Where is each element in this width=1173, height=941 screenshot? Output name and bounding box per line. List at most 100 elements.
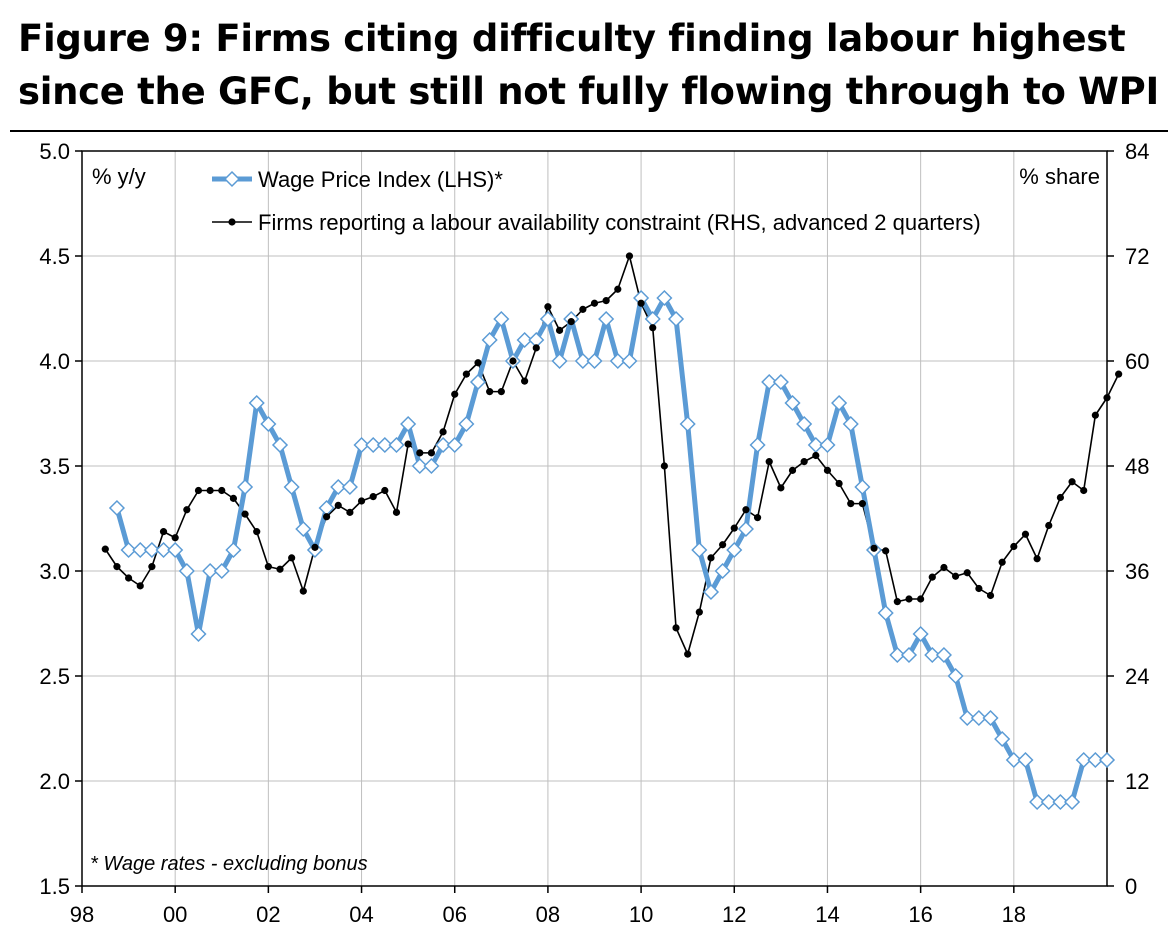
firms-point (917, 595, 925, 603)
wpi-point (667, 310, 685, 328)
firms-point (148, 563, 156, 571)
wpi-point (458, 415, 475, 433)
wpi-point (1005, 751, 1022, 769)
left-tick-label: 5.0 (39, 139, 70, 164)
x-tick-label: 12 (722, 902, 746, 927)
firms-point (951, 572, 960, 580)
left-tick-label: 3.5 (39, 454, 70, 479)
firms-point (1056, 493, 1065, 502)
wpi-point (714, 562, 731, 580)
wpi-point (388, 436, 405, 454)
wpi-point (1029, 793, 1046, 811)
wpi-point (516, 331, 533, 349)
firms-point (218, 486, 226, 495)
firms-point (381, 486, 389, 495)
x-tick-label: 14 (815, 902, 839, 927)
wpi-point (900, 646, 918, 664)
firms-point (451, 390, 459, 398)
right-tick-label: 48 (1125, 454, 1149, 479)
wpi-point (295, 520, 312, 538)
firms-point (276, 565, 284, 573)
wpi-point (1087, 751, 1104, 769)
firms-point (1091, 411, 1099, 419)
firms-point (928, 573, 936, 581)
wpi-point (784, 394, 801, 412)
wpi-point (726, 541, 743, 559)
wpi-point (621, 352, 638, 370)
firms-point (1021, 530, 1030, 538)
wpi-point (819, 436, 836, 454)
firms-point (113, 563, 121, 571)
firms-point (288, 554, 296, 562)
firms-point (614, 285, 622, 293)
firms-point (893, 598, 901, 606)
firms-point (171, 534, 179, 542)
firms-point (719, 541, 727, 549)
firms-point (1115, 370, 1123, 378)
wpi-point (1098, 751, 1116, 769)
wpi-point (400, 415, 417, 433)
wpi-point (959, 709, 976, 727)
left-tick-label: 1.5 (39, 874, 70, 899)
left-tick-label: 4.5 (39, 244, 70, 269)
firms-point (590, 299, 599, 307)
firms-point (357, 497, 366, 505)
wpi-point (854, 478, 871, 496)
wpi-point (842, 415, 859, 433)
firms-point (369, 493, 377, 501)
firms-point (905, 595, 913, 603)
firms-point (602, 297, 610, 305)
right-tick-label: 36 (1125, 559, 1149, 584)
wpi-point (376, 436, 393, 454)
wpi-point (796, 415, 813, 433)
firms-point (1068, 478, 1076, 486)
series-line-firms (104, 255, 1120, 655)
left-tick-label: 4.0 (39, 349, 70, 374)
firms-point (124, 574, 133, 582)
firms-point (264, 563, 272, 571)
wpi-point (831, 394, 848, 412)
wpi-point (737, 520, 754, 538)
wpi-point (143, 541, 160, 559)
wpi-point (609, 352, 626, 370)
firms-point (486, 388, 494, 396)
wpi-point (330, 478, 347, 496)
wpi-point (120, 541, 137, 559)
title-divider (10, 130, 1168, 132)
x-axis-labels: 98 00 02 04 06 08 10 12 14 16 18 (70, 902, 1026, 927)
firms-point (649, 324, 657, 332)
firms-point (998, 558, 1006, 566)
wpi-point (982, 709, 999, 727)
wpi-point (213, 562, 230, 580)
left-tick-label: 3.0 (39, 559, 70, 584)
x-tick-label: 10 (629, 902, 653, 927)
firms-point (765, 458, 773, 466)
chart-title: Figure 9: Firms citing difficulty findin… (18, 17, 1159, 113)
wpi-point (574, 352, 591, 370)
wpi-point (435, 436, 452, 454)
wpi-point (237, 478, 254, 496)
firms-point (392, 508, 401, 516)
series-line-wpi (114, 295, 1107, 805)
wpi-point (1040, 793, 1057, 811)
firms-point (777, 484, 785, 492)
right-tick-label: 60 (1125, 349, 1149, 374)
wpi-point (691, 541, 708, 559)
firms-point (136, 582, 144, 590)
legend-swatch-wpi-marker (223, 170, 241, 188)
wpi-point (924, 646, 941, 664)
wpi-point (889, 646, 906, 664)
wpi-point (248, 394, 265, 412)
firms-point (637, 299, 645, 307)
firms-point (509, 357, 517, 365)
wpi-point (598, 310, 615, 328)
wpi-point (190, 625, 207, 643)
right-axis-unit: % share (1019, 164, 1100, 189)
left-tick-label: 2.0 (39, 769, 70, 794)
right-axis-labels: 0 12 24 36 48 60 72 84 (1125, 139, 1149, 899)
left-axis-labels: 1.5 2.0 2.5 3.0 3.5 4.0 4.5 5.0 (39, 139, 70, 899)
plot-area (81, 150, 1108, 887)
firms-point (730, 524, 738, 532)
firms-point (823, 466, 832, 474)
wpi-point (481, 331, 498, 349)
